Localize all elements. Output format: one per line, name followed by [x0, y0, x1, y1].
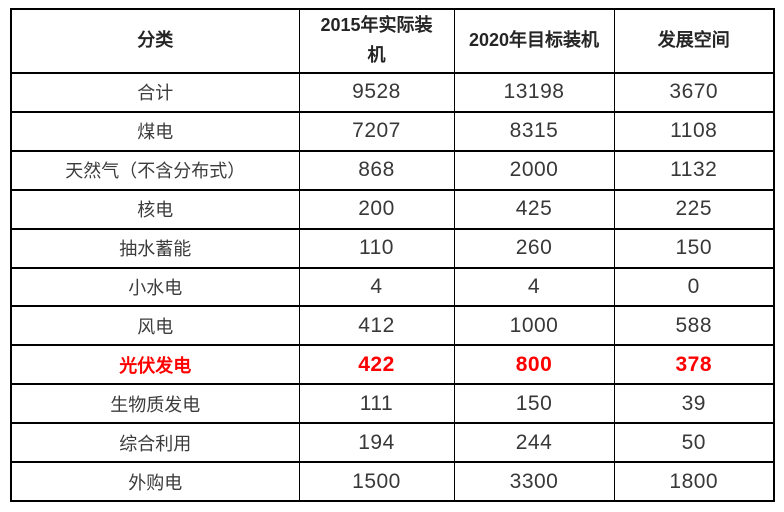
value-2015: 412 — [298, 305, 455, 347]
header-row: 分类 2015年实际装机 2020年目标装机 发展空间 — [10, 8, 775, 74]
table-row-solar-pv-highlighted: 光伏发电 422 800 378 — [10, 344, 775, 386]
value-gap: 1132 — [613, 149, 775, 191]
row-label: 生物质发电 — [10, 383, 300, 425]
value-gap: 378 — [613, 344, 775, 386]
value-2020: 8315 — [453, 110, 615, 152]
value-gap: 225 — [613, 188, 775, 230]
row-label: 抽水蓄能 — [10, 227, 300, 269]
table-row-biomass: 生物质发电 111 150 39 — [10, 383, 775, 425]
value-gap: 1800 — [613, 461, 775, 502]
value-2015: 110 — [298, 227, 455, 269]
value-2015: 194 — [298, 422, 455, 464]
row-label: 核电 — [10, 188, 300, 230]
value-2015: 111 — [298, 383, 455, 425]
row-label: 光伏发电 — [10, 344, 300, 386]
table-row-comprehensive-utilization: 综合利用 194 244 50 — [10, 422, 775, 464]
row-label: 风电 — [10, 305, 300, 347]
row-label: 合计 — [10, 72, 300, 113]
value-2015: 4 — [298, 266, 455, 308]
value-2020: 244 — [453, 422, 615, 464]
value-gap: 0 — [613, 266, 775, 308]
value-2020: 800 — [453, 344, 615, 386]
value-2015: 7207 — [298, 110, 455, 152]
capacity-table-container: 分类 2015年实际装机 2020年目标装机 发展空间 合计 9528 1319… — [10, 8, 775, 502]
header-cell-category: 分类 — [10, 8, 300, 74]
header-cell-2020-target: 2020年目标装机 — [453, 8, 615, 74]
table-row-nuclear: 核电 200 425 225 — [10, 188, 775, 230]
table-row-wind: 风电 412 1000 588 — [10, 305, 775, 347]
value-gap: 150 — [613, 227, 775, 269]
value-2020: 4 — [453, 266, 615, 308]
table-row-purchased-power: 外购电 1500 3300 1800 — [10, 461, 775, 502]
value-gap: 1108 — [613, 110, 775, 152]
value-2015: 1500 — [298, 461, 455, 502]
table-row-total: 合计 9528 13198 3670 — [10, 72, 775, 113]
table-row-natural-gas: 天然气（不含分布式） 868 2000 1132 — [10, 149, 775, 191]
value-2020: 2000 — [453, 149, 615, 191]
header-cell-growth-room: 发展空间 — [613, 8, 775, 74]
value-2020: 150 — [453, 383, 615, 425]
row-label: 天然气（不含分布式） — [10, 149, 300, 191]
row-label: 外购电 — [10, 461, 300, 502]
row-label: 小水电 — [10, 266, 300, 308]
value-2020: 425 — [453, 188, 615, 230]
value-gap: 39 — [613, 383, 775, 425]
value-2015: 868 — [298, 149, 455, 191]
header-cell-2015-actual: 2015年实际装机 — [298, 8, 455, 74]
row-label: 煤电 — [10, 110, 300, 152]
value-2015: 9528 — [298, 72, 455, 113]
value-2015: 200 — [298, 188, 455, 230]
capacity-table: 分类 2015年实际装机 2020年目标装机 发展空间 合计 9528 1319… — [10, 8, 775, 502]
value-gap: 588 — [613, 305, 775, 347]
value-2020: 13198 — [453, 72, 615, 113]
value-2020: 1000 — [453, 305, 615, 347]
value-2020: 260 — [453, 227, 615, 269]
value-2020: 3300 — [453, 461, 615, 502]
table-row-pumped-storage: 抽水蓄能 110 260 150 — [10, 227, 775, 269]
value-gap: 50 — [613, 422, 775, 464]
table-row-small-hydro: 小水电 4 4 0 — [10, 266, 775, 308]
table-row-coal: 煤电 7207 8315 1108 — [10, 110, 775, 152]
value-gap: 3670 — [613, 72, 775, 113]
row-label: 综合利用 — [10, 422, 300, 464]
value-2015: 422 — [298, 344, 455, 386]
